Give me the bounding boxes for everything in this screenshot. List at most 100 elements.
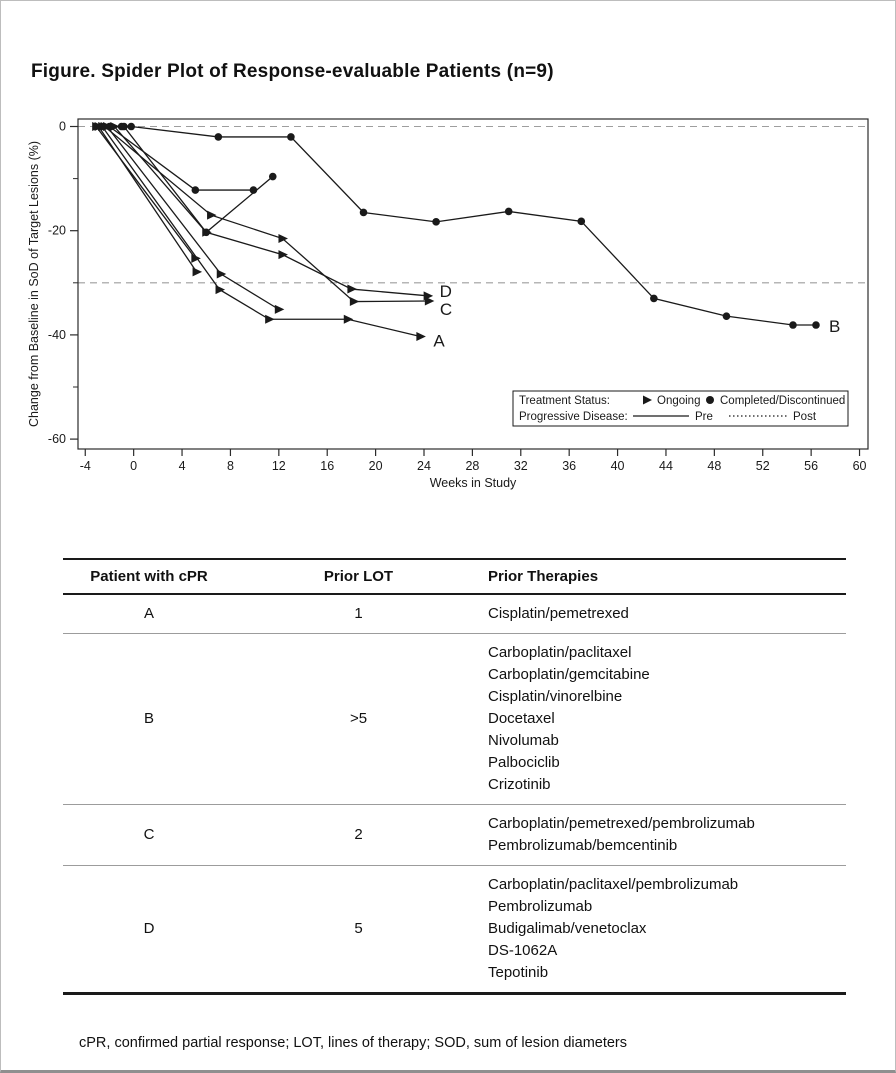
series-label-D: D bbox=[440, 282, 452, 301]
ongoing-marker-icon bbox=[207, 210, 217, 220]
therapy-item: Pembrolizumab/bemcentinib bbox=[488, 837, 678, 854]
patient-id-cell: D bbox=[143, 920, 155, 937]
series-patient-6 bbox=[120, 122, 277, 237]
ongoing-marker-icon bbox=[274, 304, 285, 314]
therapy-item: Carboplatin/paclitaxel/pembrolizumab bbox=[488, 876, 739, 893]
table-row-patient-C: C 2 Carboplatin/pemetrexed/pembrolizumab Pe… bbox=[63, 804, 846, 866]
completed-marker-icon bbox=[287, 133, 295, 141]
completed-marker-icon bbox=[812, 321, 820, 329]
therapy-item: Docetaxel bbox=[488, 710, 555, 727]
y-axis: 0 -20 -40 -60 Change from Baseline in SoD of… bbox=[27, 120, 78, 446]
legend-pre-label: Pre bbox=[695, 411, 713, 423]
y-tick-label: -60 bbox=[48, 432, 66, 446]
series-B: B bbox=[117, 122, 840, 336]
x-tick-label: 0 bbox=[130, 459, 137, 473]
x-tick-label: 4 bbox=[179, 459, 186, 473]
x-tick-label: 60 bbox=[853, 459, 867, 473]
therapy-item: Crizotinib bbox=[488, 776, 551, 793]
x-tick-label: 36 bbox=[562, 459, 576, 473]
x-tick-label: 32 bbox=[514, 459, 528, 473]
legend-ongoing-label: Ongoing bbox=[657, 395, 700, 407]
legend-ongoing-marker-icon bbox=[643, 395, 652, 405]
legend-completed-marker-icon bbox=[706, 396, 714, 404]
therapy-item: Carboplatin/gemcitabine bbox=[488, 666, 650, 683]
prior-therapies-table-wrap: Patient with cPR Prior LOT Prior Therapies… bbox=[63, 558, 846, 995]
series-D: D bbox=[110, 122, 452, 301]
ongoing-marker-icon bbox=[103, 122, 113, 132]
ongoing-marker-icon bbox=[347, 284, 357, 294]
therapy-item: DS-1062A bbox=[488, 942, 558, 959]
series-label-C: C bbox=[440, 300, 452, 319]
therapy-item: Cisplatin/vinorelbine bbox=[488, 688, 623, 705]
series-label-B: B bbox=[829, 317, 840, 336]
therapy-item: Carboplatin/pemetrexed/pembrolizumab bbox=[488, 815, 755, 832]
table-header-row: Patient with cPR Prior LOT Prior Therapies bbox=[63, 559, 846, 595]
therapy-item: Tepotinib bbox=[488, 964, 549, 981]
completed-marker-icon bbox=[432, 218, 440, 226]
prior-lot-cell: 2 bbox=[235, 804, 482, 866]
plot-frame bbox=[77, 118, 869, 450]
patient-id-cell: B bbox=[63, 633, 235, 805]
series-line-B bbox=[121, 125, 816, 326]
x-tick-label: -4 bbox=[80, 459, 91, 473]
patient-id-cell: A bbox=[63, 594, 235, 634]
ongoing-marker-icon bbox=[424, 296, 435, 306]
legend-completed-label: Completed/Discontinued bbox=[720, 395, 845, 407]
column-header-2: Prior Therapies bbox=[482, 559, 846, 595]
series-line-patient-6 bbox=[123, 126, 274, 234]
column-header-0: Patient with cPR bbox=[63, 559, 235, 595]
series-line-D bbox=[113, 126, 428, 297]
legend-box bbox=[512, 390, 849, 427]
completed-marker-icon bbox=[214, 133, 223, 141]
x-axis-title: Weeks in Study bbox=[430, 476, 517, 490]
therapy-item: Carboplatin/paclitaxel bbox=[488, 644, 632, 661]
x-tick-label: 24 bbox=[417, 459, 431, 473]
completed-marker-icon bbox=[127, 122, 136, 131]
x-tick-label: 48 bbox=[707, 459, 721, 473]
x-tick-label: 44 bbox=[659, 459, 673, 473]
series-patient-9 bbox=[103, 122, 285, 314]
legend-post-label: Post bbox=[793, 411, 817, 423]
x-tick-label: 56 bbox=[804, 459, 818, 473]
ongoing-marker-icon bbox=[278, 234, 288, 244]
completed-marker-icon bbox=[359, 208, 368, 217]
table-row-patient-D: D 5 Carboplatin/paclitaxel/pembrolizumab Pe… bbox=[63, 866, 846, 994]
ongoing-marker-icon bbox=[215, 285, 226, 295]
therapy-item: Nivolumab bbox=[488, 732, 559, 749]
y-tick-label: -40 bbox=[48, 328, 66, 342]
prior-therapies-cell: Cisplatin/pemetrexed bbox=[482, 594, 846, 634]
prior-lot-cell: 1 bbox=[235, 594, 482, 634]
ongoing-marker-icon bbox=[416, 331, 426, 341]
ongoing-marker-icon bbox=[192, 267, 203, 277]
figure-title: Figure. Spider Plot of Response-evaluabl… bbox=[31, 61, 554, 82]
prior-lot-cell: >5 bbox=[235, 633, 482, 805]
therapy-item: Palbociclib bbox=[488, 754, 560, 771]
table-row-patient-A: A 1 Cisplatin/pemetrexed bbox=[63, 594, 846, 634]
ongoing-marker-icon bbox=[349, 297, 360, 307]
x-tick-label: 16 bbox=[320, 459, 334, 473]
x-tick-label: 28 bbox=[465, 459, 479, 473]
prior-therapies-table: Patient with cPR Prior LOT Prior Therapies… bbox=[63, 558, 846, 995]
completed-marker-icon bbox=[504, 207, 513, 216]
column-header-1: Prior LOT bbox=[235, 559, 482, 595]
ongoing-marker-icon bbox=[94, 122, 105, 132]
therapy-item: Pembrolizumab bbox=[488, 898, 593, 915]
series-patient-8 bbox=[94, 122, 203, 277]
completed-marker-icon bbox=[650, 294, 658, 303]
x-tick-label: 12 bbox=[272, 459, 286, 473]
ongoing-marker-icon bbox=[278, 250, 288, 260]
completed-marker-icon bbox=[202, 228, 211, 237]
x-tick-label: 40 bbox=[611, 459, 625, 473]
prior-therapies-cell: Carboplatin/paclitaxel/pembrolizumab Pemb… bbox=[482, 866, 846, 994]
series-patient-5 bbox=[105, 122, 258, 194]
table-body: A 1 Cisplatin/pemetrexed B >5 Carboplatin/pac… bbox=[63, 594, 846, 994]
therapy-item: Cisplatin/pemetrexed bbox=[488, 605, 629, 622]
series-C: C bbox=[100, 122, 452, 319]
abbreviations-footnote: cPR, confirmed partial response; LOT, li… bbox=[79, 1035, 628, 1051]
prior-therapies-cell: Carboplatin/paclitaxel Carboplatin/gemcit… bbox=[482, 633, 846, 805]
completed-marker-icon bbox=[268, 172, 277, 181]
completed-marker-icon bbox=[191, 186, 200, 194]
